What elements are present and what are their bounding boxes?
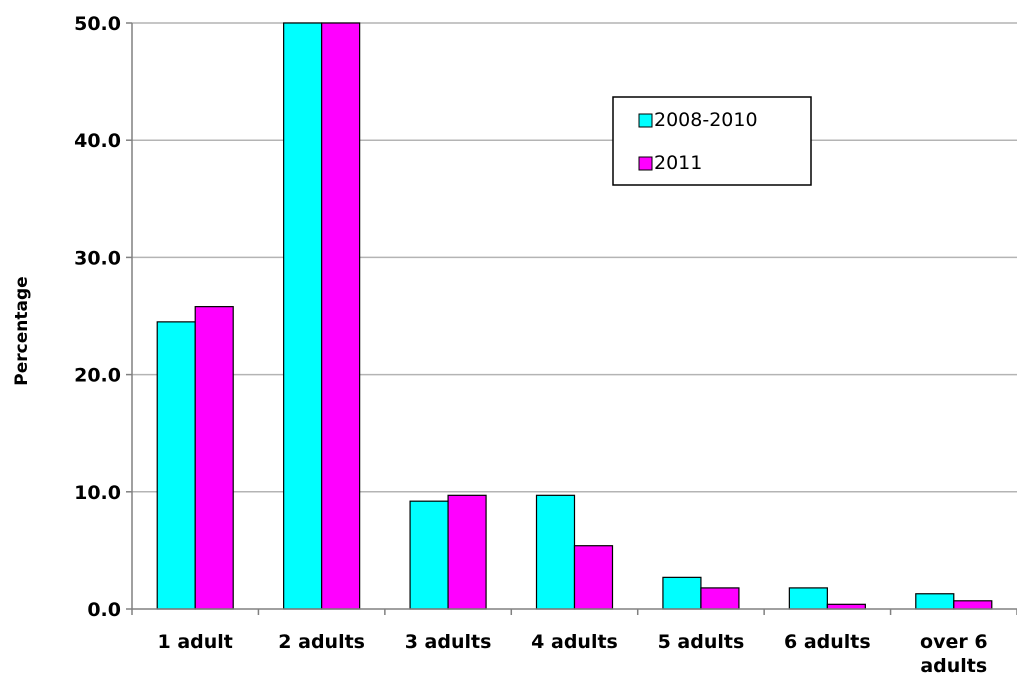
y-tick-label: 0.0: [87, 599, 121, 621]
gridlines: [132, 22, 1017, 493]
x-category-label: 6 adults: [784, 631, 871, 653]
bar-series-2011: [321, 22, 361, 610]
legend-label-0: 2008-2010: [654, 109, 758, 131]
legend-swatch-0: [638, 113, 653, 128]
x-category-label: 5 adults: [658, 631, 745, 653]
x-category-labels: 1 adult 2 adults 3 adults 4 adults 5 adults 6…: [158, 631, 988, 677]
legend-label-1: 2011: [654, 152, 702, 174]
bar-series-2008-2010: [535, 494, 576, 610]
y-tick-label: 40.0: [74, 130, 121, 152]
y-tick-label: 20.0: [74, 365, 121, 387]
x-category-label: 2 adults: [278, 631, 365, 653]
x-category-label: 4 adults: [531, 631, 618, 653]
y-tick-label: 30.0: [74, 247, 121, 269]
bar-series-2008-2010: [283, 22, 323, 610]
bar-series-2008-2010: [662, 576, 702, 610]
legend: 2008-2010 2011: [612, 96, 812, 186]
y-tick-label: 50.0: [74, 13, 121, 35]
x-category-label: 1 adult: [158, 631, 233, 653]
bar-series-2011: [573, 545, 614, 610]
axes: [126, 22, 1017, 615]
y-tick-label: 10.0: [74, 482, 121, 504]
bar-series-2011: [447, 494, 487, 610]
bar-series-2008-2010: [156, 321, 196, 610]
bar-series-2008-2010: [915, 593, 955, 610]
bar-series-2008-2010: [788, 587, 828, 610]
bar-series-2011: [194, 306, 234, 610]
bar-series-2011: [953, 600, 993, 610]
x-category-label: over 6 adults: [920, 631, 988, 677]
bars: [156, 22, 993, 610]
bar-series-2011: [700, 587, 740, 610]
x-category-label: 3 adults: [405, 631, 492, 653]
bar-series-2008-2010: [409, 500, 449, 610]
y-tick-labels: 0.0 10.0 20.0 30.0 40.0 50.0: [74, 13, 121, 621]
y-axis-title: Percentage: [12, 276, 32, 385]
legend-swatch-1: [638, 156, 653, 171]
